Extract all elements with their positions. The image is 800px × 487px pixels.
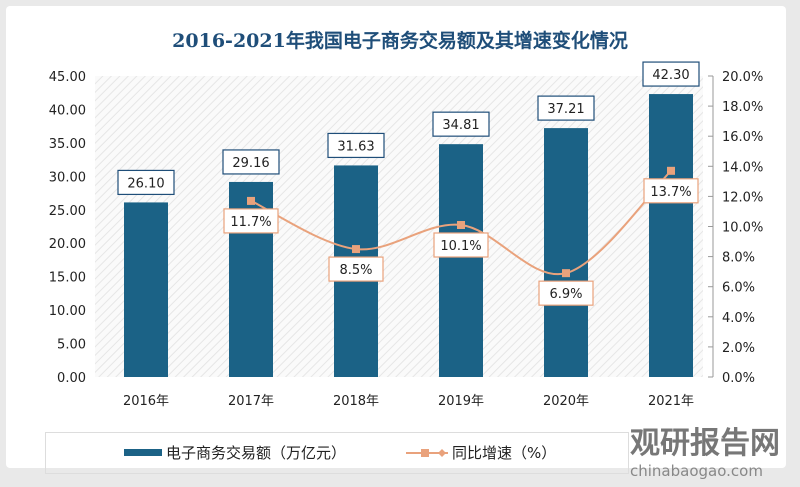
x-tick: 2017年 xyxy=(228,394,274,409)
growth-label: 13.7% xyxy=(650,185,691,200)
growth-label-box xyxy=(538,280,594,306)
growth-label: 8.5% xyxy=(339,263,372,278)
bar-label: 42.30 xyxy=(652,68,689,83)
growth-point xyxy=(562,269,570,278)
growth-line xyxy=(250,170,672,276)
y-right-tick: 0.0% xyxy=(722,371,755,386)
bar-label: 37.21 xyxy=(547,102,584,117)
y-right-tick: 4.0% xyxy=(722,311,755,326)
x-tick: 2018年 xyxy=(333,394,379,409)
y-right-tick: 14.0% xyxy=(722,160,763,175)
bar-label-box xyxy=(537,95,595,121)
y-left-tick: 30.00 xyxy=(49,170,86,185)
growth-point xyxy=(247,196,255,205)
y-left-tick: 45.00 xyxy=(49,70,86,85)
growth-label-box xyxy=(328,256,384,282)
bar-swatch-icon xyxy=(124,449,162,456)
bar xyxy=(124,202,168,377)
y-right-tick: 12.0% xyxy=(722,190,763,205)
bar-label: 34.81 xyxy=(442,118,479,133)
growth-label-box xyxy=(433,232,489,258)
chart-title: 2016-2021年我国电子商务交易额及其增速变化情况 xyxy=(172,30,628,52)
watermark-en: chinabaogao.com xyxy=(630,462,763,480)
y-left-tick: 10.00 xyxy=(49,304,86,319)
growth-label: 11.7% xyxy=(230,215,271,230)
y-left-tick: 20.00 xyxy=(49,237,86,252)
y-right-tick: 8.0% xyxy=(722,251,755,266)
legend: 电子商务交易额（万亿元） 同比增速（%） xyxy=(45,432,629,474)
y-left-tick: 5.00 xyxy=(57,338,86,353)
bar-label: 26.10 xyxy=(127,176,164,191)
growth-label-box xyxy=(223,208,279,234)
bar-label: 31.63 xyxy=(337,139,374,154)
y-right-tick: 6.0% xyxy=(722,281,755,296)
y-right-tick: 2.0% xyxy=(722,341,755,356)
y-right-tick: 16.0% xyxy=(722,130,763,145)
x-tick: 2020年 xyxy=(543,394,589,409)
line-swatch-icon xyxy=(406,448,448,457)
bar-label-box xyxy=(222,149,280,175)
legend-label: 电子商务交易额（万亿元） xyxy=(166,444,347,462)
bar-label-box xyxy=(642,61,700,87)
bar-label-box xyxy=(117,169,175,196)
x-tick: 2019年 xyxy=(438,394,484,409)
growth-point xyxy=(457,220,465,229)
growth-label-box xyxy=(643,178,699,204)
y-right-tick: 18.0% xyxy=(722,100,763,115)
growth-label: 6.9% xyxy=(549,287,582,302)
growth-point xyxy=(667,166,675,175)
legend-item-bar: 电子商务交易额（万亿元） xyxy=(124,442,346,463)
growth-point xyxy=(352,245,360,254)
x-tick: 2021年 xyxy=(648,394,694,409)
y-left-tick: 0.00 xyxy=(57,371,86,386)
watermark: 观研报告网 chinabaogao.com xyxy=(630,426,785,480)
watermark-cn: 观研报告网 xyxy=(630,426,780,461)
y-left-tick: 35.00 xyxy=(49,137,86,152)
y-left-tick: 40.00 xyxy=(49,103,86,118)
bar xyxy=(649,94,693,377)
y-right-tick: 20.0% xyxy=(722,70,763,85)
y-left-tick: 15.00 xyxy=(49,271,86,286)
bar xyxy=(544,128,588,377)
bar-label: 29.16 xyxy=(232,156,269,171)
plot-area xyxy=(95,76,703,377)
bar xyxy=(439,144,483,377)
bar-label-box xyxy=(327,132,385,159)
x-tick: 2016年 xyxy=(123,394,169,409)
growth-label: 10.1% xyxy=(440,239,481,254)
y-left-tick: 25.00 xyxy=(49,204,86,219)
y-right-tick: 10.0% xyxy=(722,221,763,236)
legend-label: 同比增速（%） xyxy=(452,444,557,462)
legend-item-line: 同比增速（%） xyxy=(406,442,556,463)
bar-label-box xyxy=(432,111,490,137)
